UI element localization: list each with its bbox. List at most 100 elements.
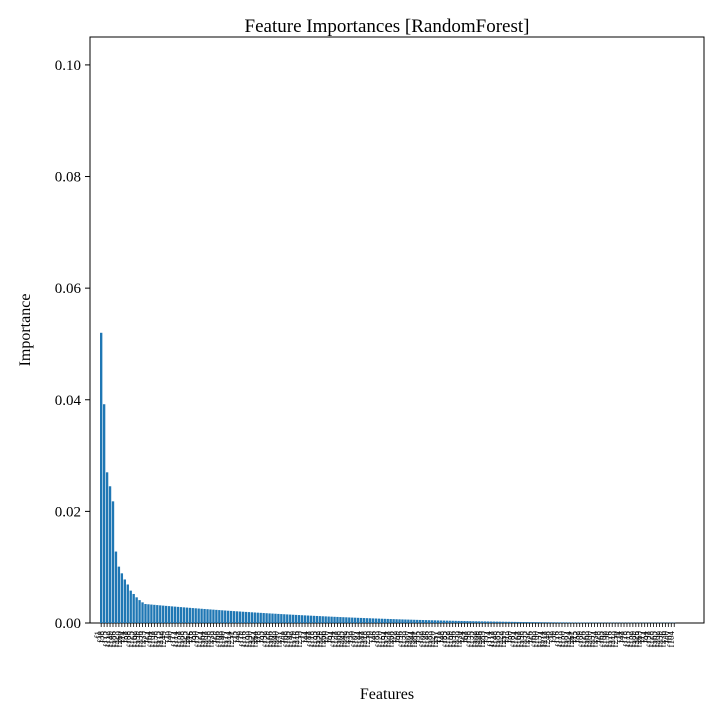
x-tick-label: f55 <box>256 630 266 642</box>
bar <box>182 607 186 623</box>
x-tick-label: f88 <box>123 631 133 643</box>
x-tick-label: f224 <box>563 630 573 647</box>
bar <box>427 620 431 623</box>
x-tick-label: f251 <box>226 631 236 648</box>
x-tick-label: f250 <box>610 630 620 647</box>
x-tick-label: f281 <box>409 631 419 648</box>
x-tick-label: f212 <box>155 631 165 648</box>
x-tick-label: f27 <box>140 630 150 642</box>
x-tick-label: f162 <box>129 631 139 648</box>
bar <box>354 617 357 623</box>
x-tick-label: f16 <box>185 631 195 643</box>
x-tick-label: f272 <box>521 631 531 648</box>
x-tick-label: f279 <box>341 630 351 647</box>
x-tick-label: f120 <box>374 631 384 648</box>
bar <box>224 610 227 623</box>
x-tick-label: f76 <box>551 631 561 643</box>
bar <box>100 332 103 623</box>
x-tick-label: f161 <box>513 631 523 648</box>
x-tick-label: f51 <box>120 631 130 643</box>
x-tick-label: f220 <box>427 631 437 648</box>
x-tick-label: f139 <box>601 630 611 647</box>
x-tick-label: f155 <box>309 631 319 648</box>
x-tick-label: f216 <box>291 631 301 648</box>
bar <box>504 621 508 623</box>
bar <box>531 622 534 623</box>
x-tick-label: f124 <box>510 630 520 647</box>
bar <box>179 607 183 623</box>
bar <box>167 606 171 623</box>
x-tick-label: f146 <box>421 631 431 648</box>
x-tick-label: f187 <box>560 631 570 648</box>
bar <box>359 617 363 623</box>
bar <box>191 608 194 623</box>
x-tick-label: f72 <box>415 631 425 643</box>
x-tick-label: f64 <box>143 631 153 643</box>
bar <box>138 600 141 623</box>
x-tick-label: f129 <box>262 631 272 648</box>
bar <box>102 404 106 623</box>
bar <box>120 573 124 623</box>
bar <box>398 619 401 623</box>
bar <box>294 614 298 623</box>
x-tick-label: f226 <box>631 631 641 648</box>
x-tick-label: f183 <box>424 631 434 648</box>
bar <box>324 616 327 623</box>
bar <box>229 610 233 623</box>
bar <box>312 615 316 623</box>
bar <box>501 621 505 623</box>
x-tick-label: f15 <box>569 631 579 643</box>
chart-title: Feature Importances [RandomForest] <box>245 16 530 37</box>
bar <box>283 614 286 623</box>
x-tick-label: f164 <box>197 631 207 648</box>
x-tick-label: f44 <box>300 631 310 643</box>
bar <box>445 620 448 623</box>
bar <box>404 619 407 623</box>
x-tick-label: f266 <box>318 630 328 647</box>
plot-area <box>89 36 705 624</box>
y-tick-label: 0.06 <box>55 281 82 297</box>
bar <box>235 611 239 623</box>
x-tick-label: f205 <box>335 631 345 648</box>
bar <box>135 597 138 623</box>
bar <box>333 616 336 623</box>
bar <box>274 613 277 623</box>
x-tick-label: f237 <box>586 630 596 647</box>
y-tick-label: 0.04 <box>55 393 82 409</box>
x-tick-label: f113 <box>554 631 564 648</box>
bar <box>368 618 372 623</box>
x-tick-label: f185 <box>492 631 502 648</box>
bar <box>528 622 531 623</box>
bar <box>551 622 555 623</box>
x-tick-label: f239 <box>654 631 664 648</box>
x-tick-label: f20 <box>321 631 331 643</box>
bar <box>306 615 310 623</box>
bar <box>401 619 404 623</box>
bar <box>513 621 516 623</box>
bar <box>575 622 578 623</box>
bar <box>566 622 570 623</box>
x-tick-label: f268 <box>386 631 396 648</box>
bar <box>546 622 549 623</box>
bar <box>510 621 513 623</box>
bar <box>197 608 200 623</box>
x-tick-label: f122 <box>442 631 452 648</box>
bar <box>383 618 386 623</box>
x-tick-label: f248 <box>542 631 552 648</box>
x-tick-label: f125 <box>126 630 136 647</box>
bar <box>469 621 472 623</box>
x-tick-label: f63 <box>527 631 537 643</box>
x-tick-label: f29 <box>208 631 218 643</box>
bar <box>356 617 360 623</box>
x-tick-label: f116 <box>238 631 248 648</box>
x-tick-label: f7 <box>297 631 307 639</box>
x-tick-label: f165 <box>649 630 659 647</box>
x-tick-label: f225 <box>179 630 189 647</box>
bar <box>185 607 189 623</box>
x-tick-label: f85 <box>439 631 449 643</box>
x-tick-label: f227 <box>247 631 257 648</box>
bar <box>362 618 366 623</box>
bar <box>448 620 451 623</box>
x-tick-label: f200 <box>584 631 594 648</box>
bar <box>348 617 351 623</box>
